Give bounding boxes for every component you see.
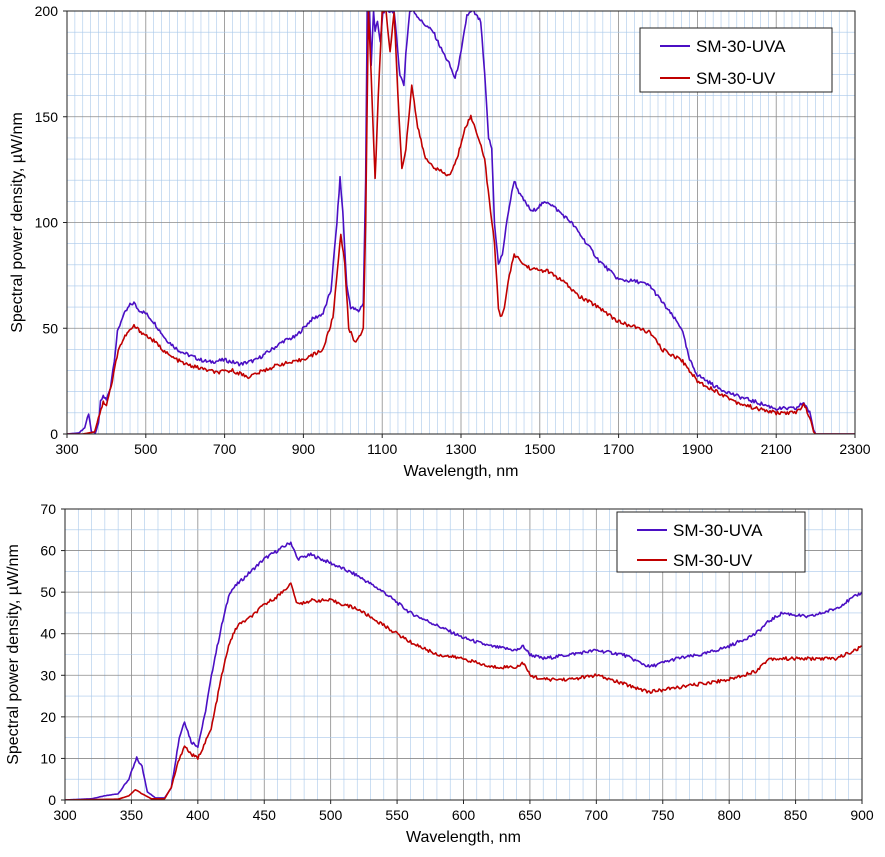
chart-1: 300 500 700 900 1100 1300 1500 1700 1900 2100 2300… <box>9 3 871 480</box>
legend-box <box>616 511 806 573</box>
x-tick-label: 700 <box>585 807 609 823</box>
x-tick-label: 300 <box>53 807 77 823</box>
x-tick-label: 2300 <box>839 441 870 457</box>
y-axis-label: Spectral power density, µW/nm <box>9 112 26 333</box>
y-tick-label: 10 <box>40 750 56 766</box>
x-tick-label: 350 <box>120 807 144 823</box>
y-tick-label: 100 <box>35 215 59 231</box>
y-tick-label: 200 <box>35 3 59 19</box>
x-tick-label: 500 <box>319 807 343 823</box>
series-line-sm-30-uva <box>67 11 855 434</box>
y-tick-label: 20 <box>40 709 56 725</box>
legend-label: SM-30-UVA <box>673 521 763 540</box>
y-tick-label: 50 <box>40 584 56 600</box>
x-tick-label: 800 <box>717 807 741 823</box>
y-tick-label: 50 <box>42 320 58 336</box>
y-tick-label: 60 <box>40 543 56 559</box>
x-tick-label: 700 <box>213 441 237 457</box>
x-tick-label: 400 <box>186 807 210 823</box>
x-tick-label: 2100 <box>761 441 792 457</box>
x-tick-label: 750 <box>651 807 675 823</box>
y-tick-label: 40 <box>40 626 56 642</box>
legend: SM-30-UVA SM-30-UV <box>616 511 806 573</box>
series-line-sm-30-uv <box>67 11 855 434</box>
y-axis-label: Spectral power density, µW/nm <box>5 544 22 765</box>
x-tick-label: 900 <box>292 441 316 457</box>
x-tick-label: 550 <box>385 807 409 823</box>
x-tick-label: 300 <box>55 441 79 457</box>
x-tick-label: 1700 <box>603 441 634 457</box>
x-tick-label: 1300 <box>445 441 476 457</box>
x-tick-label: 500 <box>134 441 158 457</box>
x-tick-label: 1100 <box>367 441 397 457</box>
y-tick-label: 70 <box>40 501 56 517</box>
y-tick-label: 0 <box>50 426 58 442</box>
x-tick-label: 450 <box>253 807 277 823</box>
x-tick-label: 900 <box>850 807 874 823</box>
legend-box <box>639 27 833 93</box>
legend-label: SM-30-UV <box>673 551 753 570</box>
y-tick-label: 150 <box>35 109 59 125</box>
y-tick-label: 30 <box>40 667 56 683</box>
x-tick-label: 650 <box>518 807 542 823</box>
series-line-sm-30-uv <box>65 582 862 800</box>
x-tick-label: 600 <box>452 807 476 823</box>
legend-label: SM-30-UVA <box>696 37 786 56</box>
chart-2: 300 350 400 450 500 550 600 650 700 750 800 850 900 0… <box>5 501 874 846</box>
x-axis-label: Wavelength, nm <box>406 829 521 846</box>
x-axis-label: Wavelength, nm <box>403 463 518 480</box>
legend: SM-30-UVA SM-30-UV <box>639 27 833 93</box>
x-tick-label: 1900 <box>682 441 713 457</box>
y-tick-label: 0 <box>48 792 56 808</box>
legend-label: SM-30-UV <box>696 69 776 88</box>
series-line-sm-30-uva <box>65 541 862 800</box>
x-tick-label: 850 <box>784 807 808 823</box>
x-tick-label: 1500 <box>524 441 555 457</box>
